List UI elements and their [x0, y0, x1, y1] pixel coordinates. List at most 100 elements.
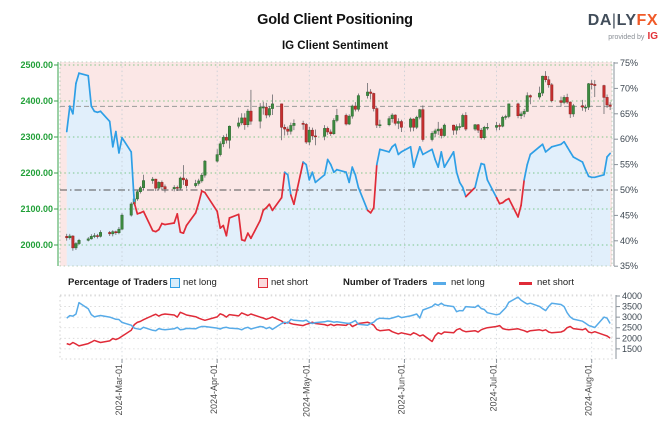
sentiment-segment	[108, 120, 114, 148]
sentiment-segment	[369, 206, 375, 214]
count-axis-label: 2000	[622, 333, 642, 343]
candle	[194, 183, 198, 186]
candle	[409, 118, 413, 128]
candle	[458, 126, 462, 128]
candle	[129, 203, 133, 216]
candle	[301, 123, 305, 125]
legend-num-net-short: net short	[537, 277, 574, 288]
candle	[347, 115, 351, 125]
traders-panel	[59, 294, 613, 360]
candle	[323, 128, 327, 137]
candle	[433, 130, 437, 134]
candle	[581, 105, 584, 108]
candle	[356, 95, 360, 110]
candle	[95, 235, 99, 237]
candle	[160, 182, 164, 187]
sentiment-segment	[133, 201, 139, 215]
sentiment-segment	[311, 171, 317, 184]
candle	[350, 105, 354, 117]
num-net-long-line	[66, 296, 611, 332]
price-axis-label: 2300.00	[20, 132, 53, 142]
sentiment-segment	[606, 152, 611, 158]
sentiment-segment	[326, 158, 332, 166]
percent-axis-label: 35%	[620, 261, 638, 271]
sentiment-segment	[529, 145, 541, 156]
sentiment-segment	[372, 163, 378, 209]
sentiment-segment	[204, 191, 219, 213]
candle	[387, 118, 391, 126]
net-long-square-swatch	[170, 278, 180, 288]
candle	[605, 97, 609, 106]
candle	[264, 106, 268, 116]
candle	[86, 238, 90, 241]
net-short-line-swatch	[519, 282, 532, 285]
sentiment-segment	[75, 72, 80, 85]
net-short-square-swatch	[258, 278, 268, 288]
candle	[495, 125, 498, 128]
candle	[442, 124, 446, 136]
percent-axis-label: 60%	[620, 134, 638, 144]
sentiment-segment	[526, 153, 532, 166]
dailyfx-logo: DA|LYFX provided by IG	[588, 13, 658, 42]
candle	[286, 128, 290, 132]
sentiment-segment	[111, 130, 117, 148]
sentiment-segment	[87, 74, 93, 108]
logo-bar-glyph: |	[611, 12, 617, 29]
candle	[378, 124, 382, 126]
count-axis-label: 1500	[622, 344, 642, 354]
sentiment-segment	[507, 197, 519, 218]
candle	[329, 131, 333, 135]
candle	[138, 187, 142, 192]
candle	[516, 103, 520, 117]
price-axis-label: 2400.00	[20, 96, 53, 106]
sentiment-segment	[440, 151, 446, 168]
sentiment-segment	[394, 143, 400, 156]
sentiment-segment	[90, 105, 96, 113]
sentiment-segment	[520, 178, 526, 207]
candle	[418, 109, 422, 118]
date-axis-label: 2024-Jul-01	[489, 364, 499, 412]
candle	[501, 116, 505, 127]
price-axis-label: 2100.00	[20, 204, 53, 214]
candle	[240, 117, 244, 124]
sentiment-segment	[415, 145, 421, 158]
sentiment-segment	[354, 173, 360, 189]
date-axis-label: 2024-Mar-01	[114, 364, 124, 416]
sentiment-segment	[523, 163, 529, 181]
sentiment-segment	[474, 173, 479, 189]
candle	[157, 182, 161, 189]
sentiment-segment	[250, 219, 261, 240]
count-axis-label: 3000	[622, 312, 642, 322]
candles-layer	[65, 71, 612, 251]
candle	[142, 180, 145, 189]
candle	[135, 191, 139, 200]
sentiment-segment	[483, 163, 489, 181]
sentiment-segment	[268, 203, 274, 212]
candle	[246, 110, 250, 126]
legend-number-of-traders: Number of Traders	[343, 277, 428, 288]
sentiment-segment	[563, 140, 569, 148]
candle	[228, 125, 231, 141]
legend-pct-net-short: net short	[271, 277, 308, 288]
sentiment-segment	[400, 145, 412, 153]
sentiment-segment	[517, 204, 522, 218]
sentiment-segment	[115, 130, 120, 154]
candle	[218, 143, 222, 155]
chart-legend: Percentage of Traders net long net short…	[0, 276, 670, 292]
candle	[464, 115, 468, 130]
candle	[353, 105, 357, 110]
candle	[185, 179, 188, 186]
candle	[430, 133, 434, 140]
candle	[114, 231, 118, 234]
candle	[292, 123, 296, 126]
candle	[65, 236, 69, 239]
count-axis-label: 4000	[622, 291, 642, 301]
candle	[593, 84, 597, 86]
candle	[608, 104, 612, 107]
sentiment-segment	[182, 224, 188, 235]
candle	[507, 103, 511, 117]
sentiment-segment	[431, 148, 436, 161]
